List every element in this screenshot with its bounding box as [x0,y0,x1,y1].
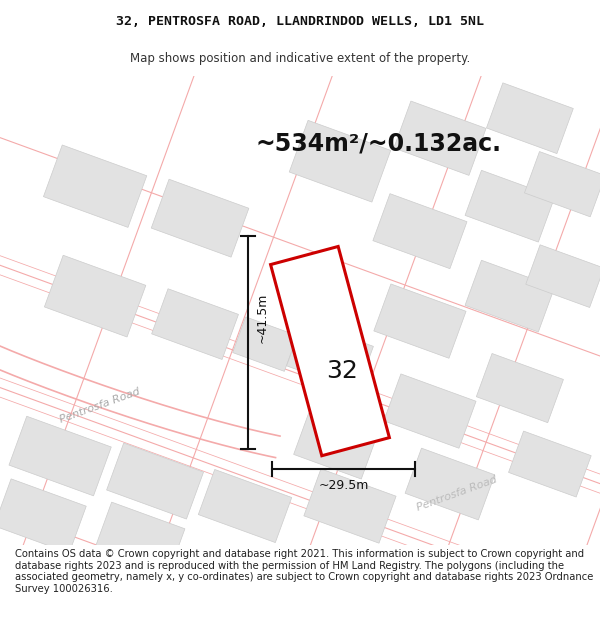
Polygon shape [384,374,476,448]
Text: Map shows position and indicative extent of the property.: Map shows position and indicative extent… [130,52,470,65]
Polygon shape [0,479,86,553]
Polygon shape [476,354,563,422]
Text: Pentrosfa Road: Pentrosfa Road [59,387,142,425]
Polygon shape [373,194,467,269]
Polygon shape [509,431,591,497]
Polygon shape [465,170,555,242]
Text: Contains OS data © Crown copyright and database right 2021. This information is : Contains OS data © Crown copyright and d… [15,549,593,594]
Polygon shape [293,413,376,479]
Polygon shape [151,179,249,257]
Polygon shape [271,246,389,456]
Polygon shape [304,469,396,543]
Polygon shape [107,443,203,519]
Polygon shape [287,321,373,391]
Polygon shape [289,121,391,202]
Text: 32: 32 [326,359,358,383]
Polygon shape [405,448,495,520]
Text: ~29.5m: ~29.5m [318,479,368,492]
Polygon shape [465,260,555,332]
Polygon shape [43,145,147,228]
Polygon shape [152,289,238,359]
Polygon shape [524,152,600,217]
Text: ~534m²/~0.132ac.: ~534m²/~0.132ac. [255,131,501,155]
Text: 32, PENTROSFA ROAD, LLANDRINDOD WELLS, LD1 5NL: 32, PENTROSFA ROAD, LLANDRINDOD WELLS, L… [116,15,484,28]
Polygon shape [526,245,600,308]
Polygon shape [199,469,292,542]
Text: Pentrosfa Road: Pentrosfa Road [415,475,498,513]
Text: ~41.5m: ~41.5m [256,292,269,342]
Polygon shape [9,416,111,496]
Polygon shape [394,101,486,176]
Polygon shape [233,317,298,371]
Polygon shape [44,255,146,337]
Polygon shape [374,284,466,358]
Polygon shape [95,502,185,574]
Polygon shape [487,83,574,154]
